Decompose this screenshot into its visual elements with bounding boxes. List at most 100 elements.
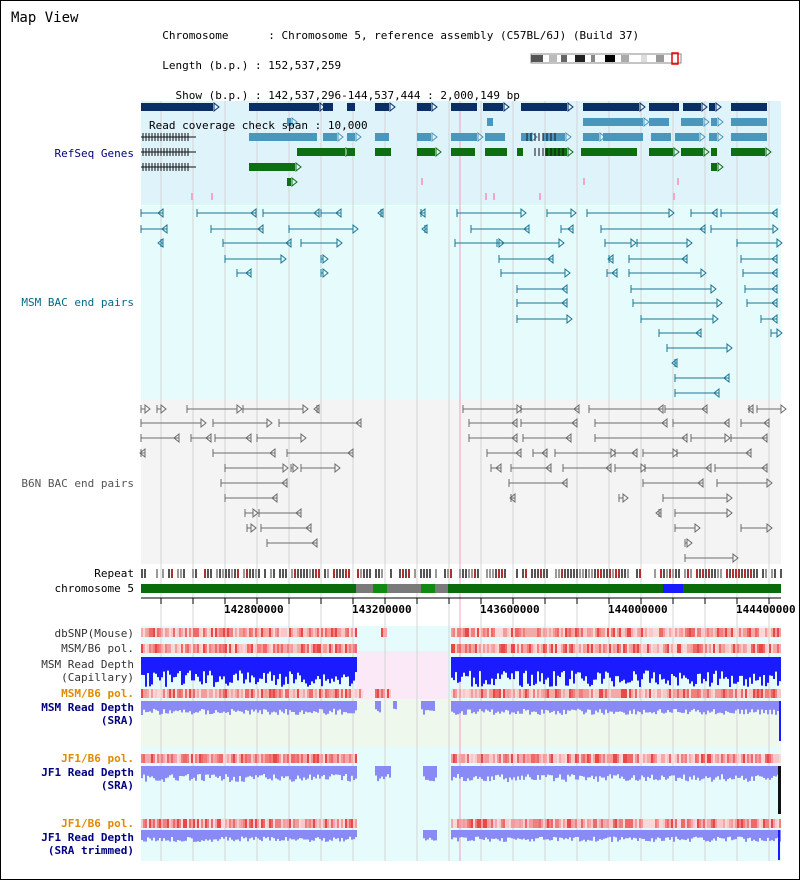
read-depth-bin (337, 657, 339, 680)
gene-strand-arrow (717, 131, 724, 143)
polymorphism-bin (349, 644, 351, 653)
read-depth-bin (721, 657, 723, 672)
polymorphism-bin (163, 819, 165, 828)
read-depth-bin (719, 766, 721, 780)
polymorphism-bin (457, 628, 459, 637)
polymorphism-bin (189, 628, 191, 637)
polymorphism-bin (141, 689, 143, 698)
read-depth-bin (343, 766, 345, 777)
polymorphism-bin (513, 689, 515, 698)
read-depth-bin (211, 830, 213, 842)
read-depth-bin (241, 657, 243, 674)
polymorphism-bin (207, 644, 209, 653)
polymorphism-bin (627, 628, 629, 637)
read-depth-bin (467, 701, 469, 710)
polymorphism-bin (265, 644, 267, 653)
polymorphism-bin (465, 689, 467, 698)
read-depth-bin (649, 766, 651, 779)
gene-exon (517, 148, 523, 156)
polymorphism-bin (241, 628, 243, 637)
read-depth-bin (639, 701, 641, 713)
polymorphism-bin (539, 689, 541, 698)
read-depth-bin (193, 766, 195, 778)
polymorphism-bin (525, 689, 527, 698)
repeat-element (636, 569, 638, 578)
polymorphism-bin (311, 689, 313, 698)
polymorphism-bin (697, 819, 699, 828)
polymorphism-bin (579, 628, 581, 637)
repeat-element (363, 569, 365, 578)
read-depth-bin (511, 830, 513, 839)
read-depth-bin (653, 830, 655, 842)
read-depth-bin (157, 766, 159, 781)
read-depth-bin (635, 701, 637, 715)
polymorphism-bin (621, 819, 623, 828)
read-depth-bin (293, 657, 295, 684)
repeat-element (324, 569, 326, 578)
snp-marker (191, 193, 193, 200)
read-depth-bin (235, 701, 237, 712)
read-depth-bin (599, 766, 601, 777)
repeat-element (183, 569, 185, 578)
polymorphism-bin (647, 628, 649, 637)
polymorphism-bin (191, 628, 193, 637)
polymorphism-bin (469, 628, 471, 637)
read-depth-bin (141, 766, 143, 779)
gene-exon (297, 148, 345, 156)
repeat-element (501, 569, 503, 578)
read-depth-bin (355, 701, 357, 711)
read-depth-bin (461, 657, 463, 677)
polymorphism-bin (353, 819, 355, 828)
read-depth-bin (631, 766, 633, 778)
read-depth-bin (145, 701, 147, 713)
read-depth-bin (731, 701, 733, 714)
read-depth-bin (201, 830, 203, 841)
polymorphism-bin (209, 628, 211, 637)
polymorphism-bin (603, 754, 605, 763)
polymorphism-bin (657, 628, 659, 637)
polymorphism-bin (259, 644, 261, 653)
read-depth-bin (153, 701, 155, 709)
polymorphism-bin (563, 754, 565, 763)
polymorphism-bin (157, 689, 159, 698)
repeat-element (258, 569, 260, 578)
read-depth-bin (773, 830, 775, 842)
polymorphism-bin (195, 819, 197, 828)
gene-exon (451, 148, 475, 156)
read-depth-bin (461, 830, 463, 838)
polymorphism-bin (471, 819, 473, 828)
read-depth-bin (651, 830, 653, 839)
read-depth-bin (433, 766, 435, 782)
read-depth-bin (733, 766, 735, 780)
read-depth-bin (583, 657, 585, 681)
read-depth-bin (561, 830, 563, 838)
bac-end-arrow (763, 417, 770, 429)
polymorphism-bin (289, 819, 291, 828)
read-depth-bin (717, 830, 719, 837)
polymorphism-bin (287, 819, 289, 828)
polymorphism-bin (667, 819, 669, 828)
read-depth-bin (347, 766, 349, 781)
read-depth-bin (347, 657, 349, 677)
read-depth-bin (293, 701, 295, 713)
read-depth-bin (297, 766, 299, 776)
polymorphism-bin (471, 644, 473, 653)
polymorphism-bin (711, 644, 713, 653)
polymorphism-bin (549, 754, 551, 763)
read-depth-bin (233, 766, 235, 777)
polymorphism-bin (643, 628, 645, 637)
read-depth-bin (177, 701, 179, 712)
read-depth-bin (533, 830, 535, 842)
polymorphism-bin (527, 644, 529, 653)
read-depth-bin (167, 830, 169, 841)
read-depth-bin (661, 766, 663, 776)
read-depth-bin (773, 766, 775, 776)
read-depth-bin (291, 657, 293, 675)
polymorphism-bin (637, 689, 639, 698)
polymorphism-bin (359, 689, 361, 698)
repeat-element (726, 569, 728, 578)
polymorphism-bin (529, 644, 531, 653)
polymorphism-bin (737, 628, 739, 637)
gene-strand-arrow (319, 101, 326, 113)
